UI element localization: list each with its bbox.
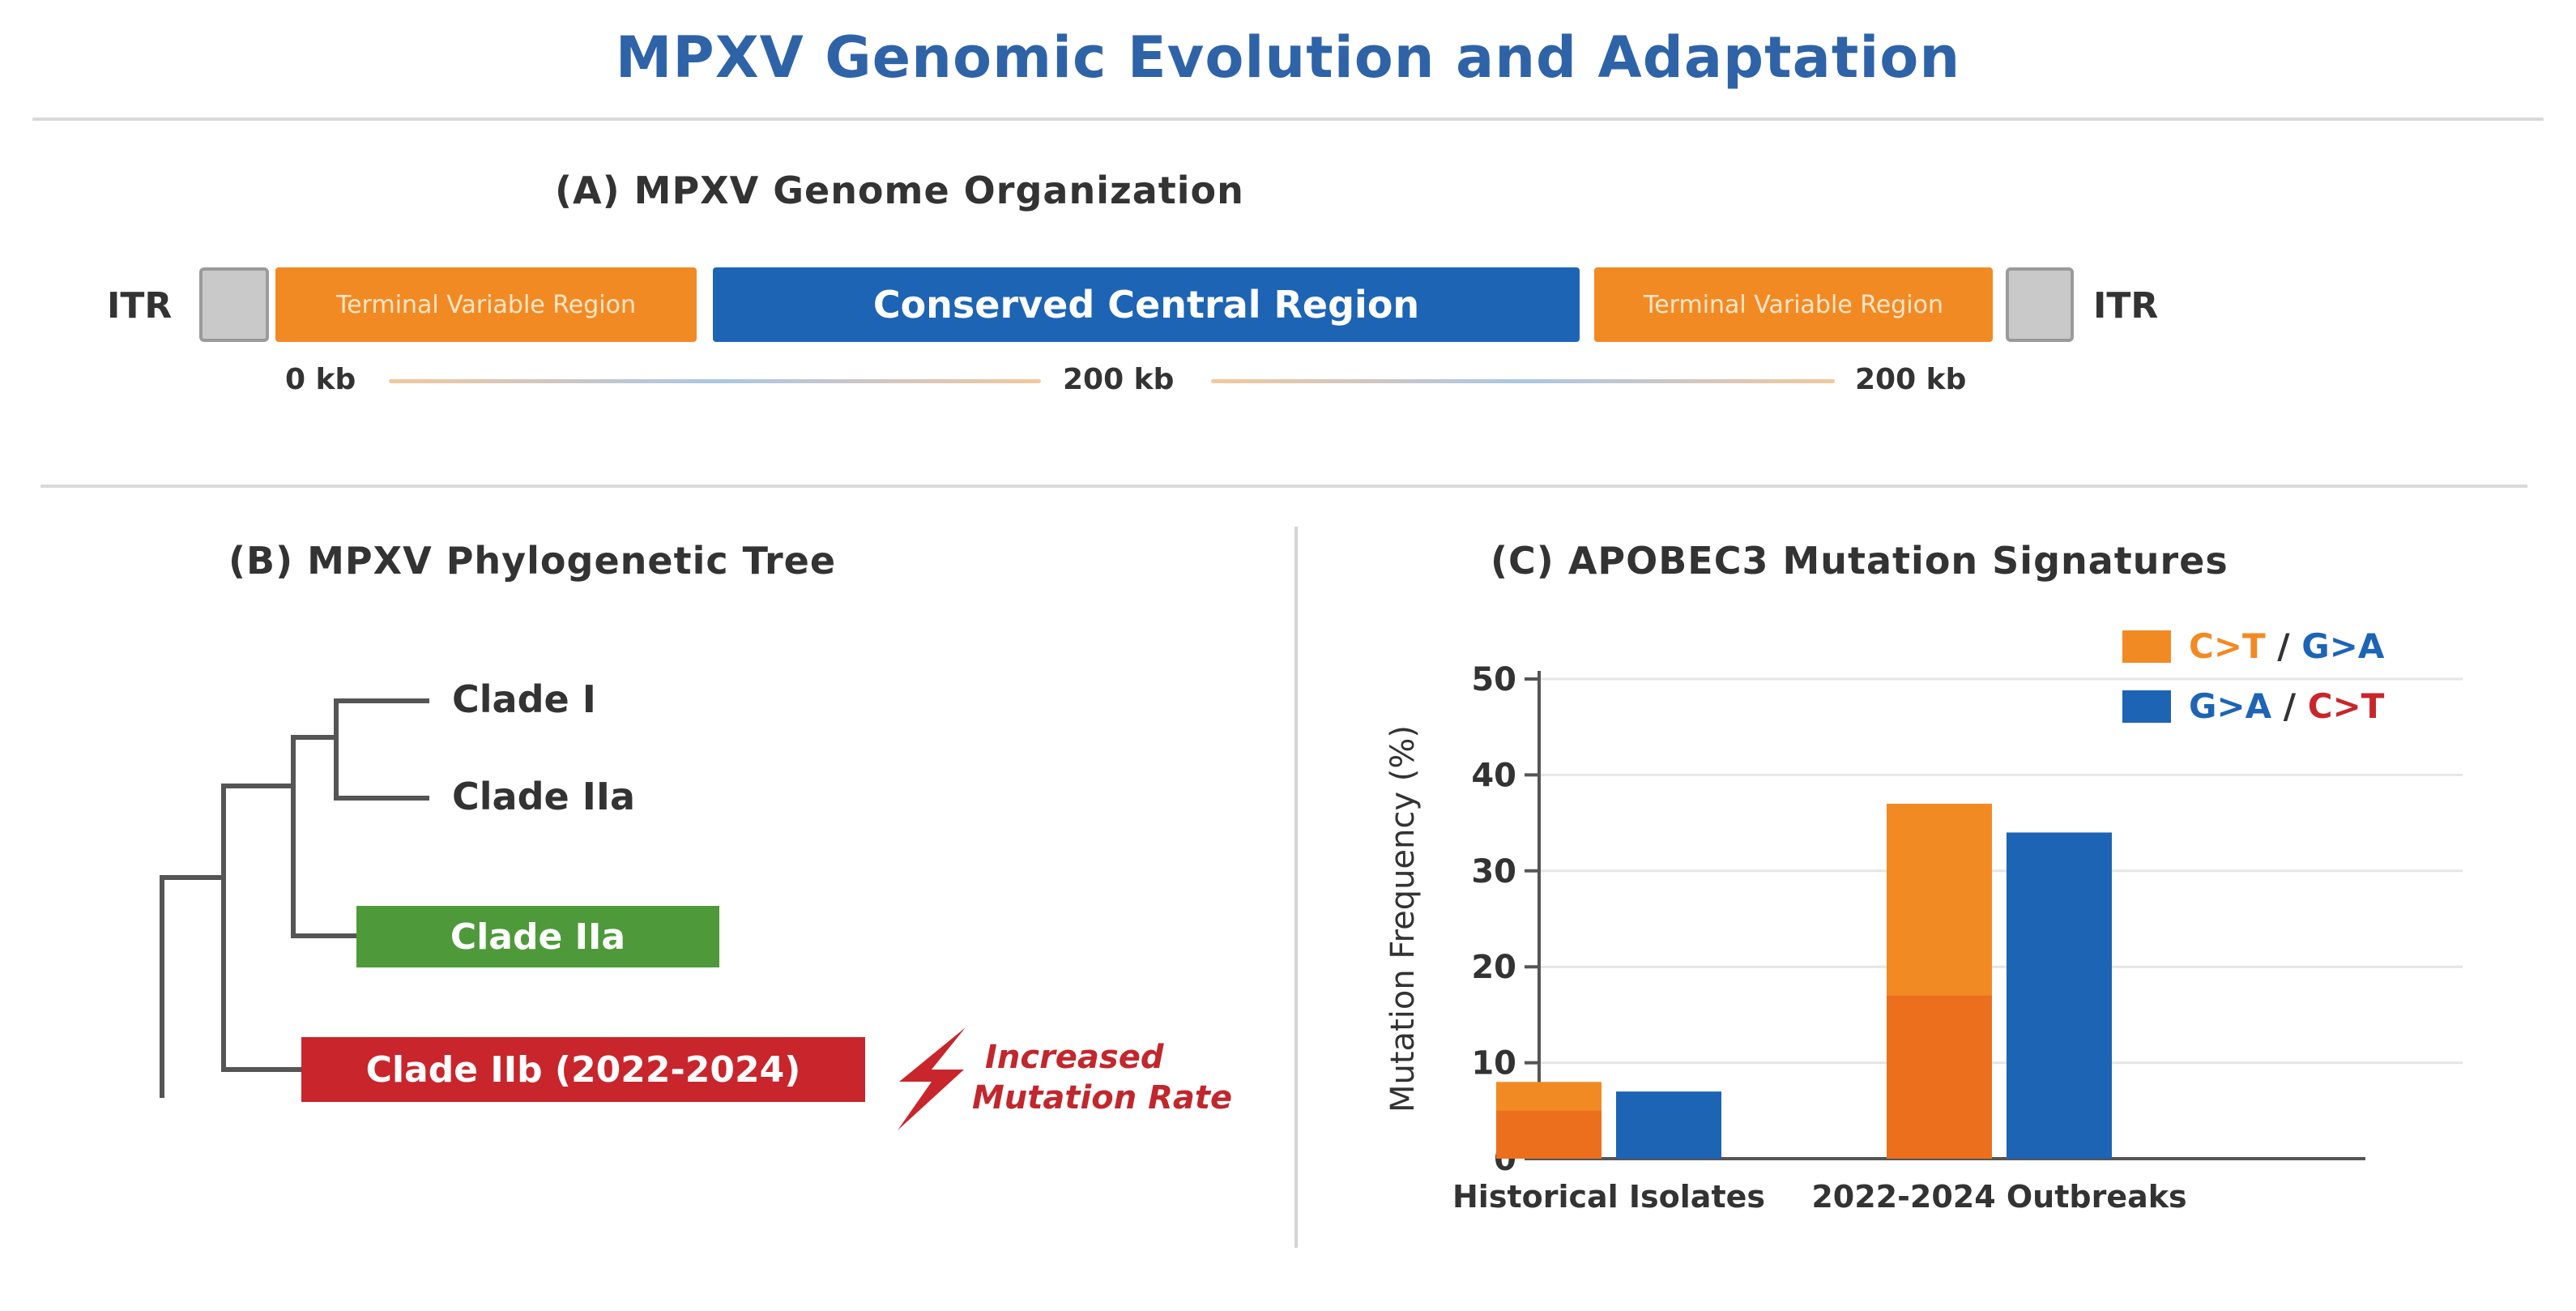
mutation-annotation-line2: Mutation Rate	[972, 1079, 1233, 1117]
branch-clade-iia	[334, 737, 429, 801]
legend-swatch	[2122, 690, 2171, 723]
tree-panel-title: (B) MPXV Phylogenetic Tree	[228, 539, 837, 583]
y-tick-label: 50	[1471, 661, 1516, 698]
bar-inner-segment	[1887, 995, 1992, 1159]
y-tick-label: 40	[1471, 757, 1516, 794]
itr-box-left	[199, 267, 269, 342]
scale-start-label: 0 kb	[285, 363, 356, 396]
panel-divider	[1294, 527, 1298, 1248]
chart-title: (C) APOBEC3 Mutation Signatures	[1491, 539, 2228, 583]
legend-entry: G>A / C>T	[2189, 686, 2385, 726]
section-divider	[41, 485, 2527, 488]
branch-clade-i	[334, 698, 429, 737]
branch-clade-iib	[221, 878, 301, 1072]
legend-swatch	[2122, 630, 2171, 663]
branch-internal-1	[221, 784, 293, 878]
apobec3-chart: (C) APOBEC3 Mutation Signatures010203040…	[1384, 539, 2463, 1215]
bar-blue	[1616, 1091, 1721, 1159]
clade-i-label: Clade I	[452, 677, 596, 721]
y-tick-label: 20	[1471, 949, 1516, 986]
mutation-annotation-line1: Increased	[985, 1039, 1164, 1076]
x-tick-label: 2022-2024 Outbreaks	[1811, 1179, 2186, 1215]
title-divider	[32, 117, 2544, 121]
bar-inner-segment	[1496, 1110, 1601, 1159]
y-tick-label: 30	[1471, 853, 1516, 890]
bar-blue	[2007, 832, 2112, 1159]
scale-line-right	[1211, 379, 1835, 383]
branch-internal-2	[291, 735, 336, 786]
legend-entry: C>T / G>A	[2189, 626, 2385, 666]
terminal-variable-region-right: Terminal Variable Region	[1594, 267, 1993, 342]
itr-box-right	[2006, 267, 2074, 342]
lightning-icon	[898, 1027, 966, 1130]
y-axis-label: Mutation Frequency (%)	[1384, 725, 1422, 1112]
scale-end-label: 200 kb	[1855, 363, 1967, 396]
clade-iia-label: Clade IIa	[452, 775, 635, 818]
conserved-central-region: Conserved Central Region	[713, 267, 1580, 342]
x-tick-label: Historical Isolates	[1452, 1179, 1765, 1215]
itr-label-left: ITR	[107, 285, 173, 327]
branch-clade-iia-green	[291, 786, 356, 938]
root-branch	[160, 875, 224, 1098]
genome-panel-title: (A) MPXV Genome Organization	[555, 169, 1244, 212]
clade-iib-box: Clade IIb (2022-2024)	[301, 1037, 865, 1102]
terminal-variable-region-left: Terminal Variable Region	[275, 267, 697, 342]
y-tick-label: 10	[1471, 1045, 1516, 1083]
clade-iia-box: Clade IIa	[356, 906, 719, 967]
scale-line-left	[389, 379, 1041, 383]
itr-label-right: ITR	[2093, 285, 2159, 327]
page-title: MPXV Genomic Evolution and Adaptation	[615, 24, 1961, 91]
scale-mid-label: 200 kb	[1063, 363, 1175, 396]
tree-branches	[160, 698, 966, 1130]
